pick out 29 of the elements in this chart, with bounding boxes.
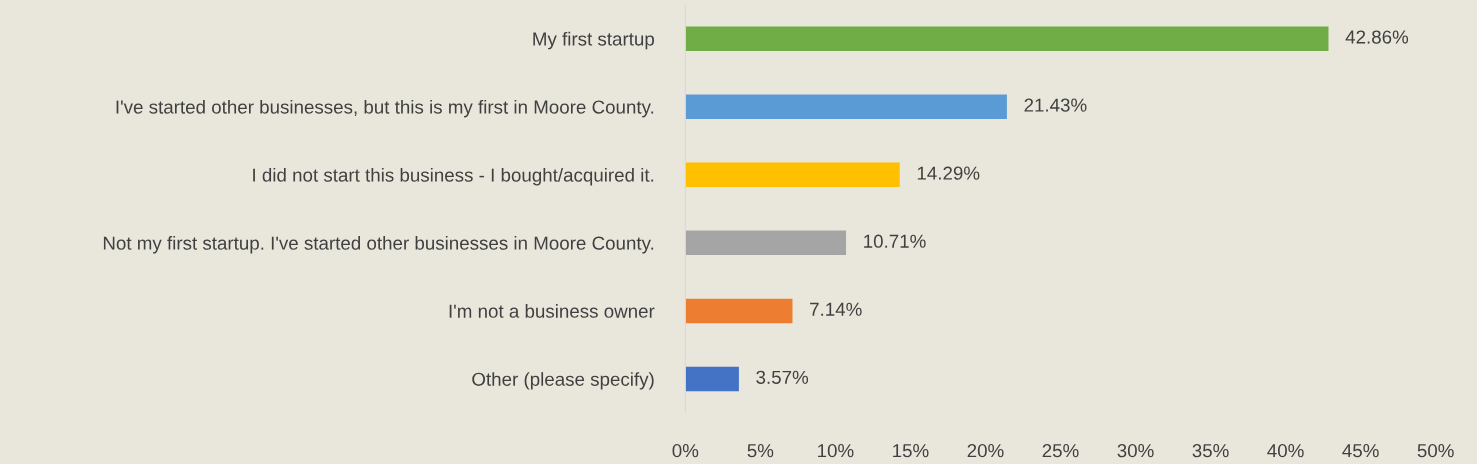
y-tick-label: I've started other businesses, but this is my first in Moore County. (116, 99, 654, 118)
y-tick-label: My first startup (533, 31, 654, 50)
data-label: 14.29% (917, 166, 980, 180)
x-tick-label: 10% (818, 444, 854, 458)
bar (685, 366, 739, 392)
bar (685, 94, 1007, 119)
x-tick-label: 50% (1417, 444, 1454, 458)
bar (685, 26, 1329, 51)
y-tick-label: I did not start this business - I bought/acquired it. (253, 167, 654, 186)
bar (685, 162, 900, 188)
data-label: 7.14% (810, 302, 862, 316)
y-tick-label: Not my first startup. I've started other businesses in Moore County. (103, 236, 654, 254)
bar (685, 230, 847, 256)
x-tick-label: 5% (747, 444, 774, 458)
y-tick-label: I'm not a business owner (449, 304, 655, 318)
x-tick-label: 45% (1342, 444, 1379, 458)
x-tick-label: 20% (967, 444, 1004, 458)
x-tick-label: 35% (1192, 444, 1229, 458)
data-label: 42.86% (1345, 30, 1409, 44)
x-tick-label: 0% (672, 444, 699, 458)
y-tick-label: Other (please specify) (472, 372, 654, 390)
data-label: 3.57% (756, 370, 809, 384)
x-tick-label: 30% (1117, 444, 1154, 458)
x-tick-label: 25% (1042, 444, 1079, 458)
data-label: 10.71% (864, 234, 926, 248)
data-label: 21.43% (1024, 98, 1087, 112)
bar (685, 298, 793, 324)
x-tick-label: 15% (893, 444, 929, 458)
x-tick-label: 40% (1267, 444, 1304, 458)
